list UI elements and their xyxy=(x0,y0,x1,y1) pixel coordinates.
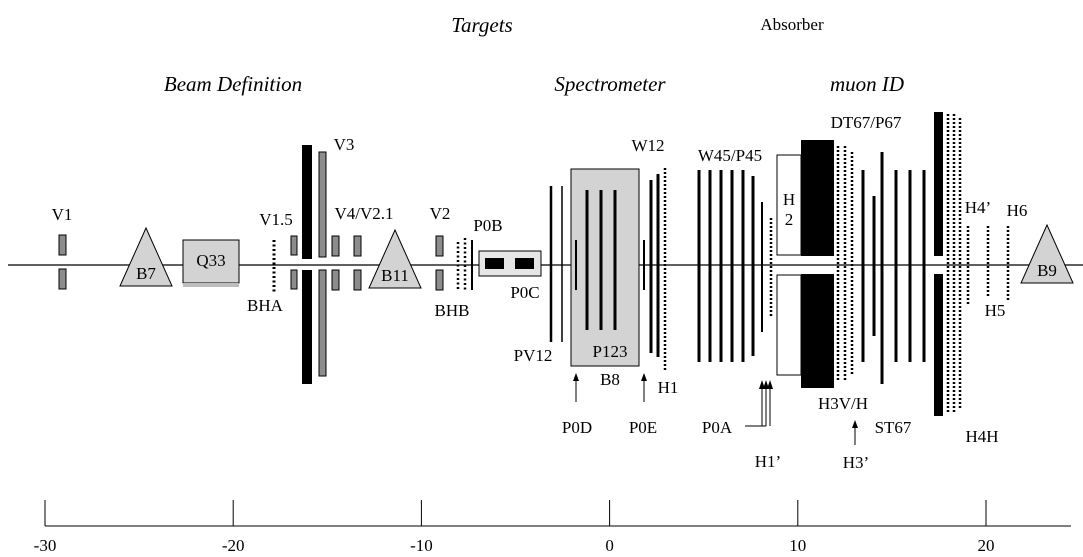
label-v2: V2 xyxy=(430,204,451,223)
b9-magnet xyxy=(1020,223,1074,284)
h4-steel-top xyxy=(934,112,943,256)
target-2 xyxy=(515,258,534,269)
v2-counter-top xyxy=(435,235,444,257)
v2-1-counter-bottom xyxy=(353,269,362,291)
p0d-arrowhead xyxy=(573,373,579,381)
v4-counter-bottom xyxy=(331,269,340,291)
p0a-arrowhead xyxy=(759,380,765,389)
label-p123: P123 xyxy=(593,342,628,361)
label-h1-prime: H1’ xyxy=(755,452,781,471)
axis-tick-label: 20 xyxy=(978,536,995,555)
axis-tick-label: 10 xyxy=(789,536,806,555)
v1-5-counter-top xyxy=(290,235,298,256)
position-axis: -30 -20 -10 0 10 20 xyxy=(34,500,1071,555)
label-b9: B9 xyxy=(1037,261,1057,280)
label-h3-prime: H3’ xyxy=(843,453,869,472)
label-q33: Q33 xyxy=(196,251,225,270)
v2-counter-bottom xyxy=(435,269,444,291)
label-st67: ST67 xyxy=(875,418,912,437)
axis-tick-label: -10 xyxy=(410,536,433,555)
q33-base xyxy=(183,283,239,287)
label-p0a: P0A xyxy=(702,418,733,437)
axis-tick-label: 0 xyxy=(605,536,614,555)
v1-5-counter-bottom xyxy=(290,269,298,290)
b7-magnet xyxy=(119,226,173,287)
v1-counter-bottom xyxy=(58,268,67,290)
h4-steel-bottom xyxy=(934,274,943,416)
header-targets: Targets xyxy=(451,13,512,37)
label-h5: H5 xyxy=(985,301,1006,320)
v3-counter-bottom xyxy=(318,269,327,377)
header-muon-id: muon ID xyxy=(830,72,904,96)
label-v3: V3 xyxy=(334,135,355,154)
v4-counter-top xyxy=(331,235,340,257)
label-h6: H6 xyxy=(1007,201,1028,220)
label-v4-v2-1: V4/V2.1 xyxy=(334,204,393,223)
label-dt67-p67: DT67/P67 xyxy=(831,113,902,132)
label-b7: B7 xyxy=(136,264,156,283)
v1-counter-top xyxy=(58,234,67,256)
b11-magnet xyxy=(368,228,422,289)
axis-tick-label: -30 xyxy=(34,536,57,555)
label-h1: H1 xyxy=(658,378,679,397)
label-b8: B8 xyxy=(600,370,620,389)
b8-magnet xyxy=(570,168,640,367)
v3-counter-top xyxy=(318,151,327,258)
label-p0d: P0D xyxy=(562,418,592,437)
label-v1-5: V1.5 xyxy=(259,210,293,229)
q33-quadrupole xyxy=(182,239,240,284)
target-1 xyxy=(485,258,504,269)
p0e-arrowhead xyxy=(641,373,647,381)
h2-box-bottom xyxy=(776,274,802,376)
absorber-top xyxy=(801,140,834,256)
v3-wall-top xyxy=(302,145,312,259)
header-spectrometer: Spectrometer xyxy=(554,72,666,96)
label-b11: B11 xyxy=(381,266,409,285)
header-absorber: Absorber xyxy=(760,15,824,34)
h3-prime-arrowhead xyxy=(852,420,858,428)
label-p0c: P0C xyxy=(510,283,539,302)
label-bha: BHA xyxy=(247,296,284,315)
label-w12: W12 xyxy=(631,136,664,155)
h1-prime-arrowhead-2 xyxy=(767,380,773,389)
label-v1: V1 xyxy=(52,205,73,224)
v2-1-counter-top xyxy=(353,235,362,257)
label-h3v-h: H3V/H xyxy=(818,394,868,413)
label-p0e: P0E xyxy=(629,418,657,437)
h2-box-top xyxy=(776,154,802,256)
label-h4-prime: H4’ xyxy=(965,198,991,217)
axis-tick-label: -20 xyxy=(222,536,245,555)
label-h4h: H4H xyxy=(965,427,998,446)
v3-wall-bottom xyxy=(302,270,312,384)
label-bhb: BHB xyxy=(435,301,470,320)
absorber-bottom xyxy=(801,274,834,388)
label-w45-p45: W45/P45 xyxy=(698,146,762,165)
header-beam-definition: Beam Definition xyxy=(164,72,302,96)
label-p0b: P0B xyxy=(473,216,502,235)
label-h2-b: 2 xyxy=(785,210,794,229)
label-pv12: PV12 xyxy=(514,346,553,365)
label-h2-a: H xyxy=(783,190,795,209)
h1-prime-arrowhead-1 xyxy=(763,380,769,389)
